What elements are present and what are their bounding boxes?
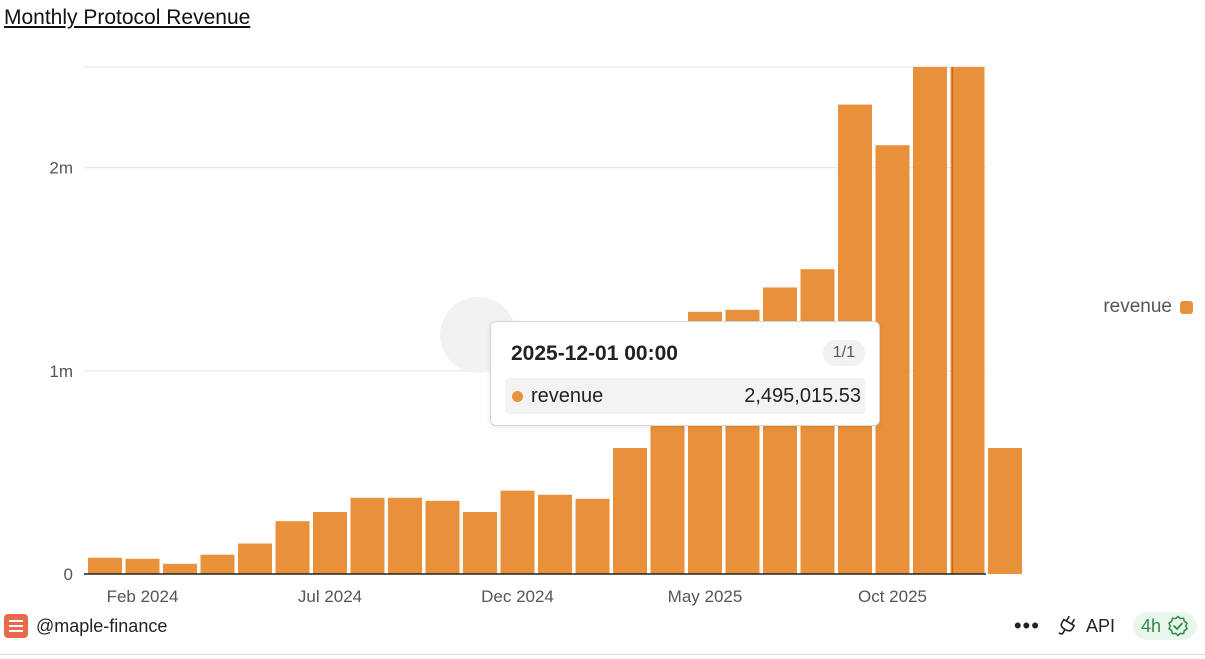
data-age-badge[interactable]: 4h [1132,612,1197,640]
tooltip-series: revenue [531,384,604,407]
bar[interactable] [88,557,122,574]
bar[interactable] [988,448,1022,574]
y-tick-label: 0 [64,565,73,584]
x-tick-label: Feb 2024 [107,587,179,606]
tooltip-date: 2025-12-01 00:00 [511,342,678,365]
author-link[interactable]: @maple-finance [4,614,167,638]
series-dot-icon [512,390,523,402]
footer-actions: ••• API 4h [1014,612,1197,640]
data-age-label: 4h [1140,615,1161,636]
bar[interactable] [913,67,947,574]
bar[interactable] [500,490,535,574]
bar[interactable] [950,67,985,574]
bar[interactable] [125,558,160,574]
more-options-button[interactable]: ••• [1013,613,1040,638]
bar[interactable] [875,145,910,575]
bar[interactable] [463,512,497,574]
x-tick-label: Oct 2025 [858,587,927,606]
y-tick-label: 2m [49,159,73,178]
bar[interactable] [613,448,647,574]
author-name: @maple-finance [36,615,168,636]
plug-icon [1058,615,1075,635]
api-button[interactable]: API [1058,615,1115,637]
bar[interactable] [350,497,385,574]
tooltip-value: 2,495,015.53 [744,384,861,407]
verified-check-icon [1168,615,1188,637]
legend-swatch [1180,300,1193,314]
legend-label: revenue [1103,296,1172,317]
x-tick-label: May 2025 [668,587,743,606]
bar[interactable] [275,521,310,574]
bar[interactable] [538,494,572,574]
maple-logo-icon [4,614,28,638]
bar[interactable] [313,512,347,574]
bar[interactable] [163,563,197,574]
chart-tooltip: 2025-12-01 00:00 1/1 revenue 2,495,015.5… [490,321,880,426]
bar[interactable] [238,543,272,574]
bar[interactable] [425,500,460,574]
bar[interactable] [388,497,422,574]
x-tick-label: Jul 2024 [298,587,362,606]
api-label: API [1085,615,1115,636]
x-tick-label: Dec 2024 [481,587,554,606]
legend[interactable]: revenue [1103,296,1193,318]
bar[interactable] [650,401,685,574]
tooltip-row: revenue 2,495,015.53 [505,378,865,414]
bar[interactable] [575,498,610,574]
bar[interactable] [200,554,235,574]
tooltip-count: 1/1 [822,340,865,366]
page-title[interactable]: Monthly Protocol Revenue [4,6,251,29]
y-tick-label: 1m [49,362,73,381]
bottom-divider [0,654,1205,655]
